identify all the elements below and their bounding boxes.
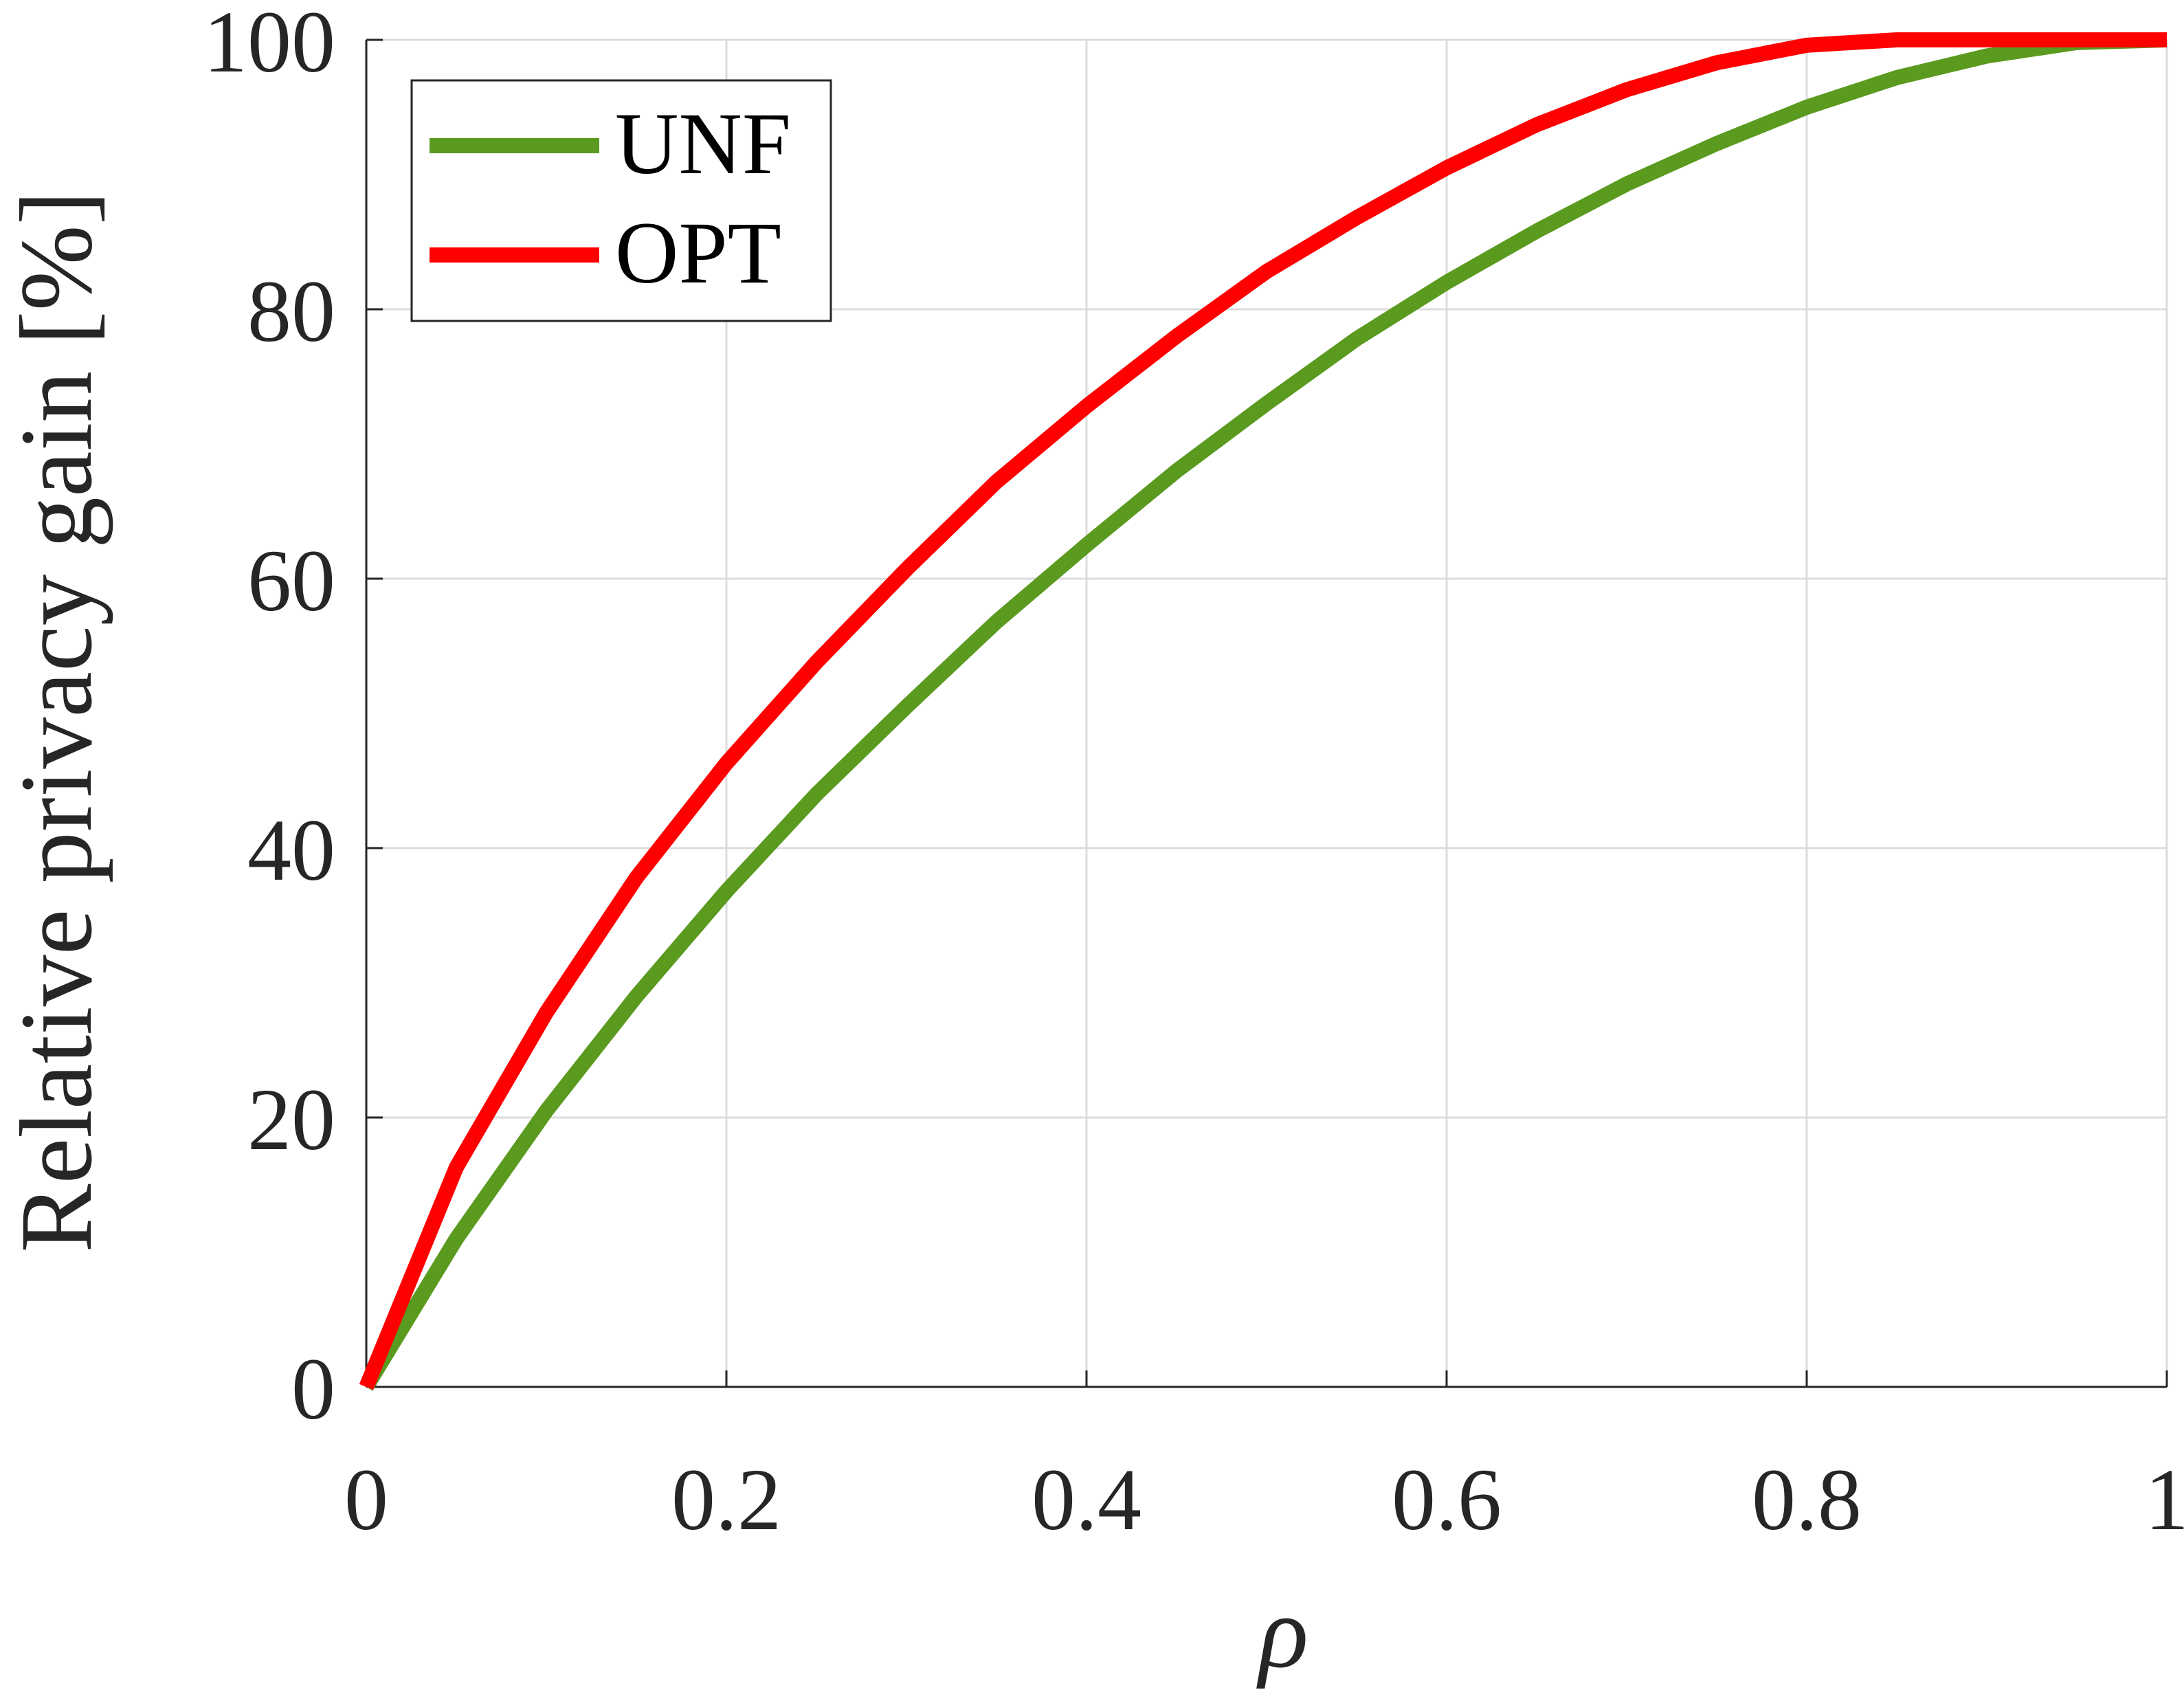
y-tick-label: 40 (247, 801, 335, 899)
legend-box (410, 79, 832, 322)
y-tick-label: 0 (291, 1340, 335, 1438)
x-tick-label: 0.8 (1752, 1451, 1862, 1548)
x-axis-title: ρ (1256, 1575, 1308, 1689)
y-tick-label: 100 (203, 0, 335, 91)
series-group (359, 32, 2168, 1391)
legend-label-opt: OPT (615, 204, 781, 302)
legend: UNF OPT (410, 79, 832, 322)
y-tick-label: 20 (247, 1071, 335, 1168)
y-tick-label: 80 (247, 263, 335, 360)
x-tick-label: 0.2 (671, 1451, 781, 1548)
x-tick-label: 0.6 (1392, 1451, 1502, 1548)
x-tick-label: 1 (2145, 1451, 2184, 1548)
legend-label-unf: UNF (615, 95, 791, 192)
x-tick-label: 0 (344, 1451, 388, 1548)
x-tick-label: 0.4 (1032, 1451, 1141, 1548)
y-axis-title: Relative privacy gain [%] (0, 190, 113, 1252)
series-line-unf (359, 32, 2168, 1391)
series-line-opt (359, 32, 2167, 1390)
tick-labels: 0 0.2 0.4 0.6 0.8 1 0 20 40 60 80 100 (203, 0, 2184, 1548)
axes (365, 38, 2168, 1388)
y-tick-label: 60 (247, 532, 335, 630)
